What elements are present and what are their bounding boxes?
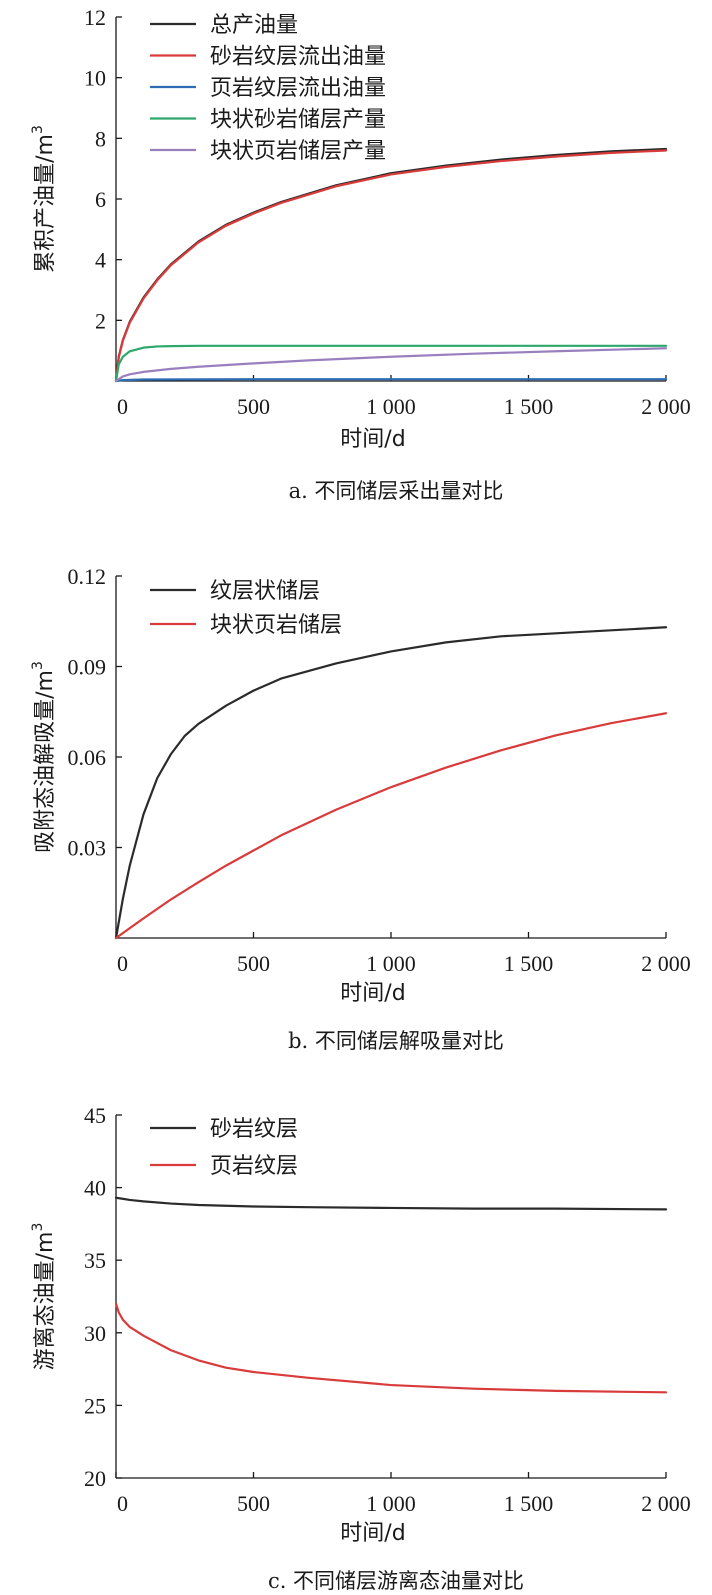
chart-b-legend-label: 块状页岩储层: [210, 613, 342, 638]
chart-a-x-tick-label: 500: [237, 394, 270, 419]
chart-b-y-axis-label: 吸附态油解吸量/m3: [30, 661, 58, 853]
chart-b-x-tick-label: 500: [237, 951, 270, 976]
chart-c-x-tick-label: 1 500: [504, 1491, 554, 1516]
chart-c-y-tick-label: 25: [84, 1393, 106, 1418]
chart-b-x-tick-label: 2 000: [641, 951, 691, 976]
chart-b-y-tick-label: 0.09: [68, 655, 107, 680]
chart-a-series-line: [114, 347, 668, 383]
chart-a-x-tick-label: 2 000: [641, 394, 691, 419]
chart-a-legend-label: 总产油量: [210, 13, 298, 38]
chart-a-y-tick-label: 4: [95, 248, 106, 273]
chart-c-x-tick-label: 0: [117, 1491, 128, 1516]
chart-c-x-tick-label: 1 000: [366, 1491, 416, 1516]
chart-b-y-axis-label-sup: 3: [30, 661, 46, 670]
chart-a-series-line: [114, 344, 668, 383]
chart-a-legend-label: 块状砂岩储层产量: [210, 108, 386, 133]
chart-a-x-tick-label: 1 000: [366, 394, 416, 419]
chart-b-series-line: [114, 712, 668, 940]
chart-b-y-tick-label: 0.03: [68, 836, 107, 861]
chart-a-legend-label: 页岩纹层流出油量: [210, 76, 386, 101]
chart-c-series-line: [114, 1196, 668, 1211]
chart-a-y-tick-label: 6: [95, 187, 106, 212]
chart-a-x-axis-label: 时间/d: [340, 427, 405, 452]
chart-b-y-tick-label: 0.12: [68, 564, 107, 589]
chart-a-series-line: [114, 149, 668, 383]
chart-a-legend-label: 砂岩纹层流出油量: [210, 45, 386, 70]
chart-c-x-tick-label: 500: [237, 1491, 270, 1516]
chart-b-legend-label: 纹层状储层: [210, 579, 320, 604]
chart-c-caption: c. 不同储层游离态油量对比: [268, 1569, 524, 1593]
chart-a-series-line: [114, 378, 668, 383]
chart-c-y-tick-label: 35: [84, 1248, 106, 1273]
chart-c-x-tick-label: 2 000: [641, 1491, 691, 1516]
chart-c-y-axis-label-sup: 3: [30, 1223, 46, 1232]
chart-a-caption: a. 不同储层采出量对比: [289, 479, 504, 503]
chart-b-caption: b. 不同储层解吸量对比: [288, 1029, 504, 1053]
chart-c-series-line: [114, 1302, 668, 1394]
chart-c-y-tick-label: 20: [84, 1466, 106, 1491]
chart-a-y-axis-label-sup: 3: [30, 125, 46, 134]
chart-b-x-tick-label: 0: [117, 951, 128, 976]
chart-a-x-tick-label: 1 500: [504, 394, 554, 419]
chart-b-x-axis-label: 时间/d: [340, 981, 405, 1006]
chart-b-y-tick-label: 0.06: [68, 745, 107, 770]
chart-a: 0 500 1 000 1 500 2 000 2 4 6 8 10 12 总产油量砂岩纹层流出油量页…: [30, 5, 691, 503]
chart-c: 0 500 1 000 1 500 2 000 20 25 30 35 40 45 砂岩纹层页岩纹层时…: [30, 1103, 691, 1593]
chart-a-y-tick-label: 2: [95, 308, 106, 333]
chart-c-y-tick-label: 45: [84, 1103, 106, 1128]
chart-a-y-axis-label: 累积产油量/m3: [30, 125, 58, 273]
chart-c-y-axis-label: 游离态油量/m3: [30, 1223, 58, 1371]
chart-b-series-line: [114, 626, 668, 940]
chart-b: 0 500 1 000 1 500 2 000 0.03 0.06 0.09 0.12 纹层状储层…: [30, 564, 691, 1053]
chart-a-y-tick-label: 8: [95, 126, 106, 151]
chart-c-legend-label: 砂岩纹层: [210, 1117, 298, 1142]
chart-c-legend-label: 页岩纹层: [210, 1154, 298, 1179]
chart-a-legend-label: 块状页岩储层产量: [210, 139, 386, 164]
chart-a-y-tick-label: 10: [84, 66, 106, 91]
chart-b-x-tick-label: 1 500: [504, 951, 554, 976]
chart-a-x-tick-label: 0: [117, 394, 128, 419]
chart-c-y-tick-label: 30: [84, 1321, 106, 1346]
chart-c-x-axis-label: 时间/d: [340, 1521, 405, 1546]
chart-c-y-tick-label: 40: [84, 1176, 106, 1201]
chart-b-x-tick-label: 1 000: [366, 951, 416, 976]
chart-a-y-tick-label: 12: [84, 5, 106, 30]
